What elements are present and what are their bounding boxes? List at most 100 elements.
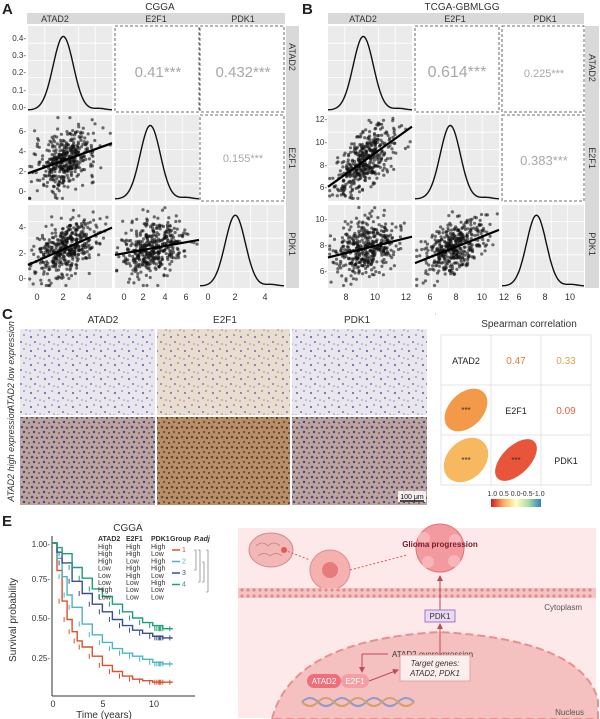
a-density-atad2	[27, 35, 113, 111]
a-ytick: 4-	[19, 147, 26, 156]
b-row-header-atad2: ATAD2	[587, 54, 597, 82]
a-ytick: 4-	[19, 223, 26, 232]
e-table-cell: Low	[151, 587, 165, 594]
a-xtick: 6	[183, 292, 188, 302]
b-xtick: 6	[427, 292, 432, 302]
b-xtick: 12	[499, 292, 509, 302]
e-table-cell: Low	[151, 551, 165, 558]
a-corr-pdk1-e2f1: 0.155***	[223, 153, 264, 165]
a-row-header-atad2: ATAD2	[287, 43, 297, 71]
ihc-atad2-high	[20, 417, 155, 505]
b-ytick: 10-	[315, 215, 327, 224]
e-xtick: 0	[50, 699, 55, 709]
b-density-pdk1	[501, 214, 585, 287]
b-ytick: 12-	[315, 115, 327, 124]
ihc-atad2-low	[20, 329, 155, 415]
e-table-cell: Low	[98, 566, 112, 573]
a-ytick: 2-	[19, 167, 26, 176]
a-xtick: 4	[86, 292, 91, 302]
f-glioma-line: Glioma progression	[402, 540, 478, 549]
b-ytick: 8-	[320, 241, 327, 250]
b-xtick: 8	[343, 292, 348, 302]
e-table-cell: High	[126, 573, 141, 580]
km-curve-group-4	[52, 542, 173, 630]
b-corr-pdk1-e2f1: 0.383***	[520, 153, 568, 168]
pairs-plot-tcga: B TCGA-GBMLGG ATAD2 E2F1 PDK1 ATAD2 E2F1…	[302, 1, 599, 302]
d-ellipse-pdk1-e2f1	[495, 439, 537, 481]
b-row-header-pdk1: PDK1	[587, 232, 597, 256]
b-col-header-e2f1: E2F1	[444, 14, 466, 24]
a-xtick: 4	[162, 292, 167, 302]
a-xtick: 0	[121, 292, 126, 302]
panel-a-title: CGGA	[145, 2, 175, 13]
b-corr-pdk1-atad2: 0.225***	[524, 68, 565, 80]
e-table-cell: High	[151, 544, 166, 551]
e-table-cell: High	[98, 544, 113, 551]
b-ytick: 8-	[320, 161, 327, 170]
panel-f: F Glioma progression Cytoplasm PDK1 ATAD…	[232, 510, 600, 719]
a-density-e2f1	[114, 124, 200, 200]
a-density-pdk1	[199, 214, 285, 287]
scale-bar-label: 100 μm	[400, 494, 424, 501]
panel-b-title: TCGA-GBMLGG	[424, 2, 499, 13]
d-diag-pdk1: PDK1	[554, 456, 578, 466]
a-scatter-e2f1-atad2	[28, 116, 112, 200]
a-ytick: 0-	[19, 274, 26, 283]
panel-a: A CGGA ATAD2 E2F1 PDK1 ATAD2 E2F1 PDK1 0…	[0, 0, 300, 305]
e-table-cell: High	[151, 558, 166, 565]
e-table-cell: High	[151, 580, 166, 587]
e2f1-box	[341, 674, 369, 688]
d-value-atad2-pdk1: 0.33	[556, 356, 576, 367]
e-table-cell: High	[126, 544, 141, 551]
ihc-pdk1-low	[292, 329, 427, 415]
e-table-cell: Low	[151, 594, 165, 601]
ihc-images: C ATAD2 E2F1 PDK1 ATAD2 low expression A…	[2, 306, 427, 505]
a-col-header-atad2: ATAD2	[41, 14, 69, 24]
km-survival-plot: E CGGA Survival probability Time (years)…	[2, 513, 211, 719]
e-table-cell: High	[98, 551, 113, 558]
a-xtick: 4	[262, 292, 267, 302]
b-density-atad2	[327, 35, 413, 111]
a-row-header-e2f1: E2F1	[287, 147, 297, 169]
target-genes-box	[399, 654, 471, 682]
f-atad2-label: ATAD2	[312, 677, 337, 686]
d-stars: ***	[461, 406, 470, 415]
b-xtick: 8	[453, 292, 458, 302]
ihc-e2f1-low	[157, 329, 290, 415]
b-xtick: 10	[565, 292, 575, 302]
a-ytick: 6-	[19, 127, 26, 136]
a-scatter-pdk1-atad2	[28, 208, 109, 288]
b-col-header-pdk1: PDK1	[533, 14, 557, 24]
a-corr-pdk1-atad2: 0.432***	[215, 64, 270, 81]
a-xtick: 0	[34, 292, 39, 302]
d-value-e2f1-pdk1: 0.09	[556, 406, 576, 417]
ihc-pdk1-high	[292, 417, 427, 505]
e-table-header: P.adj	[194, 536, 211, 543]
km-curve-group-1	[52, 542, 173, 683]
panel-e: E CGGA Survival probability Time (years)…	[0, 510, 232, 719]
b-col-header-atad2: ATAD2	[349, 14, 377, 24]
a-xtick: 0	[205, 292, 210, 302]
c-col-header-atad2: ATAD2	[88, 315, 119, 326]
e-legend-label: 3	[182, 570, 186, 577]
c-col-header-e2f1: E2F1	[213, 315, 237, 326]
d-ellipse-e2f1-atad2	[444, 388, 488, 432]
e-table-cell: Low	[151, 573, 165, 580]
e-ylabel: Survival probability	[8, 578, 19, 662]
ihc-e2f1-high	[157, 417, 290, 505]
panel-d: D Spearman correlation ATAD2 E2F1 PDK1 0…	[435, 305, 600, 513]
e-table-cell: High	[98, 587, 113, 594]
e-ytick: 0.25-	[32, 654, 51, 663]
a-ytick: 0.2-	[12, 68, 26, 77]
d-stars: ***	[511, 456, 520, 465]
e-ytick: 0.75-	[32, 575, 51, 584]
b-corr-e2f1-atad2: 0.614***	[428, 64, 487, 81]
b-xtick: 12	[401, 292, 411, 302]
e-table-cell: Low	[126, 587, 140, 594]
f-cytoplasm-label: Cytoplasm	[544, 603, 582, 612]
km-curve-group-2	[52, 542, 173, 665]
b-scatter-pdk1-e2f1	[415, 210, 499, 288]
d-legend-ticks: 1.0 0.5 0.0-0.5-1.0	[487, 491, 544, 498]
e-table-cell: Low	[126, 594, 140, 601]
b-xtick: 10	[477, 292, 487, 302]
